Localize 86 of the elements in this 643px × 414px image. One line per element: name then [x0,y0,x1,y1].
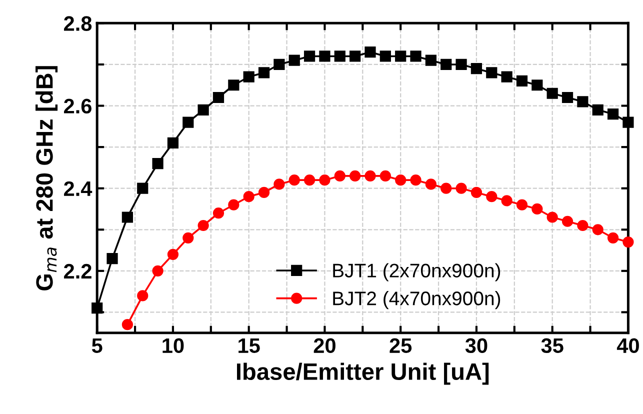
point [607,232,619,244]
point [167,248,179,260]
point [182,116,194,128]
point [288,174,300,186]
point [546,88,558,99]
point [167,137,179,148]
point [228,199,240,210]
point [425,54,436,66]
point [395,174,406,186]
point [304,50,316,62]
point [319,174,330,186]
point [607,108,619,120]
point [152,265,164,276]
x-axis-title: Ibase/Emitter Unit [uA] [236,362,489,385]
point [456,58,467,70]
point [274,58,285,70]
point [243,71,254,82]
point [137,290,148,302]
point [440,182,452,194]
point [364,170,376,182]
point [592,224,604,236]
point [152,158,164,170]
x-tick-label: 10 [162,338,184,354]
point [410,174,422,186]
point [577,96,588,108]
point [243,191,254,202]
point [288,54,300,66]
point [546,212,558,223]
legend-label: BJT2 (4x70nx900n) [333,291,500,310]
point [258,186,270,198]
point [350,50,361,62]
point [501,71,512,82]
point [380,50,391,62]
point [122,319,133,330]
y-axis-title: G$_{ma}$ at 280 GHz [dB] [36,66,58,290]
point [182,232,194,244]
point [501,195,512,206]
point [532,203,543,215]
point [622,236,634,248]
point [380,170,391,182]
point [212,208,224,219]
point [106,252,118,264]
point [334,170,346,182]
point [350,170,361,182]
y-tick-label: 2.2 [64,264,92,278]
point [562,216,574,227]
point [364,46,376,58]
point [516,199,528,210]
point [577,220,588,232]
point [122,212,133,223]
point [486,67,498,78]
point [440,58,452,70]
point [592,104,604,116]
point [456,182,467,194]
point [622,116,634,128]
point [410,50,422,62]
point [334,50,346,62]
point [212,92,224,104]
point [425,178,436,190]
point [198,220,209,232]
y-tick-label: 2.6 [64,98,92,114]
point [319,50,330,62]
point [516,75,528,87]
point [532,80,543,91]
point [486,191,498,202]
x-tick-label: 30 [465,338,488,354]
point [137,182,148,194]
legend-label: BJT1 (2x70nx900n) [333,263,500,282]
x-tick-label: 25 [390,338,412,354]
point [562,92,574,104]
point [304,174,316,186]
point [470,63,482,74]
point [258,67,270,78]
point [92,302,103,314]
point [395,50,406,62]
point [274,178,285,190]
x-tick-label: 35 [541,338,564,354]
x-tick-label: 20 [314,338,336,354]
x-tick-label: 5 [92,338,102,354]
point [198,104,209,116]
x-tick-label: 40 [616,338,639,354]
y-tick-label: 2.8 [64,16,92,31]
point [470,186,482,198]
y-tick-label: 2.4 [64,181,92,196]
x-tick-label: 15 [238,338,260,354]
point [228,80,240,91]
